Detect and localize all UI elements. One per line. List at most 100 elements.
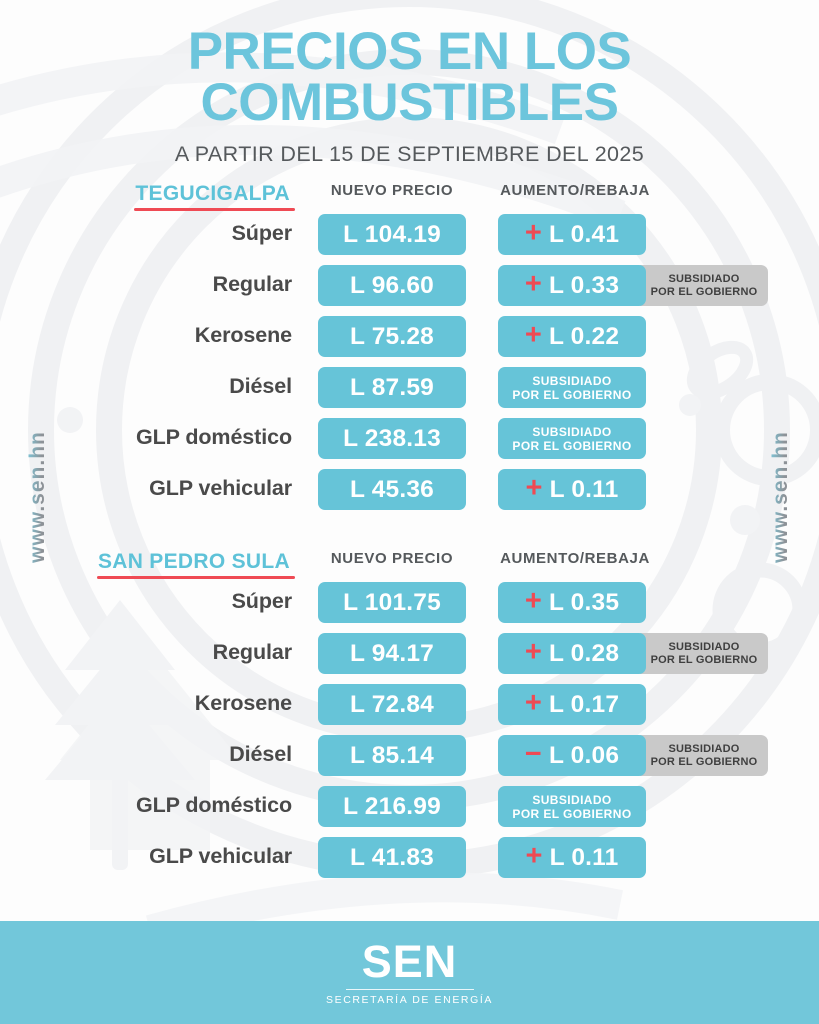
delta-pill: + L 0.28 [498, 633, 646, 674]
logo-tagline: SECRETARÍA DE ENERGÍA [325, 994, 494, 1007]
delta-pill: − L 0.06 [498, 735, 646, 776]
delta-pill: SUBSIDIADO POR EL GOBIERNO [498, 418, 646, 459]
price-pill: L 96.60 [318, 265, 466, 306]
column-header-delta: AUMENTO/REBAJA [500, 182, 650, 199]
price-pill: L 216.99 [318, 786, 466, 827]
delta-value: L 0.33 [548, 271, 620, 299]
city-underline [134, 208, 295, 211]
fuel-label: Súper [231, 221, 293, 245]
delta-pill: + L 0.11 [498, 469, 646, 510]
price-pill: L 75.28 [318, 316, 466, 357]
subsidy-badge-line-2: POR EL GOBIERNO [650, 755, 758, 768]
subsidy-text-line-1: SUBSIDIADO [532, 373, 612, 388]
price-pill: L 238.13 [318, 418, 466, 459]
plus-icon: + [524, 687, 542, 719]
page-title: PRECIOS EN LOS COMBUSTIBLES [0, 25, 819, 132]
price-pill: L 94.17 [318, 633, 466, 674]
column-header-delta: AUMENTO/REBAJA [500, 550, 650, 567]
fuel-label: Súper [231, 589, 293, 613]
table-row: GLP doméstico L 238.13 SUBSIDIADO POR EL GO… [0, 416, 819, 467]
fuel-label: Regular [212, 272, 292, 296]
price-pill: L 101.75 [318, 582, 466, 623]
fuel-label: Kerosene [194, 691, 292, 715]
table-row: GLP doméstico L 216.99 SUBSIDIADO POR EL GO… [0, 784, 819, 835]
table-row: GLP vehicular L 45.36 + L 0.11 [0, 467, 819, 518]
subsidy-text-line-1: SUBSIDIADO [532, 424, 612, 439]
fuel-label: Diésel [229, 742, 292, 766]
subsidy-badge-line-1: SUBSIDIADO [668, 640, 740, 653]
footer-bar: SEN SECRETARÍA DE ENERGÍA [0, 921, 819, 1024]
price-pill: L 41.83 [318, 837, 466, 878]
column-header-price: NUEVO PRECIO [330, 550, 454, 567]
delta-pill: SUBSIDIADO POR EL GOBIERNO [498, 367, 646, 408]
plus-icon: + [525, 472, 543, 504]
subsidy-badge-line-2: POR EL GOBIERNO [650, 653, 758, 666]
delta-pill: + L 0.35 [498, 582, 646, 623]
delta-value: L 0.35 [548, 588, 620, 616]
delta-pill: SUBSIDIADO POR EL GOBIERNO [498, 786, 646, 827]
table-row: Diésel L 87.59 SUBSIDIADO POR EL GOBIERNO [0, 365, 819, 416]
side-url-left: www.sen.hn [26, 417, 50, 577]
price-section: TEGUCIGALPA NUEVO PRECIO AUMENTO/REBAJA Súp… [0, 182, 819, 518]
delta-pill: + L 0.17 [498, 684, 646, 725]
delta-pill: + L 0.33 [498, 265, 646, 306]
logo-divider [345, 988, 474, 991]
plus-icon: + [524, 585, 542, 617]
fuel-label: Diésel [229, 374, 292, 398]
price-pill: L 72.84 [318, 684, 466, 725]
minus-icon: − [524, 738, 542, 770]
fuel-label: GLP doméstico [135, 793, 292, 817]
subsidy-badge-line-2: POR EL GOBIERNO [650, 285, 758, 298]
delta-value: L 0.41 [548, 220, 620, 248]
subsidy-badge: SUBSIDIADO POR EL GOBIERNO [640, 633, 768, 674]
plus-icon: + [524, 319, 542, 351]
delta-value: L 0.06 [548, 741, 620, 769]
fuel-label: GLP vehicular [149, 844, 292, 868]
subsidy-badge-line-1: SUBSIDIADO [668, 742, 740, 755]
delta-value: L 0.11 [549, 475, 619, 503]
fuel-label: Kerosene [194, 323, 292, 347]
subsidy-badge: SUBSIDIADO POR EL GOBIERNO [640, 265, 768, 306]
table-row: Kerosene L 72.84 + L 0.17 [0, 682, 819, 733]
subsidy-text-line-2: POR EL GOBIERNO [512, 438, 632, 453]
delta-value: L 0.17 [548, 690, 620, 718]
table-row: Regular L 94.17 SUBSIDIADO POR EL GOBIERNO +… [0, 631, 819, 682]
delta-pill: + L 0.22 [498, 316, 646, 357]
city-title: TEGUCIGALPA [135, 182, 290, 205]
table-row: Kerosene L 75.28 + L 0.22 [0, 314, 819, 365]
price-pill: L 85.14 [318, 735, 466, 776]
side-url-right: www.sen.hn [769, 417, 793, 577]
table-row: GLP vehicular L 41.83 + L 0.11 [0, 835, 819, 886]
subsidy-badge: SUBSIDIADO POR EL GOBIERNO [640, 735, 768, 776]
header: PRECIOS EN LOS COMBUSTIBLES A PARTIR DEL… [0, 0, 819, 167]
price-section: SAN PEDRO SULA NUEVO PRECIO AUMENTO/REBAJA… [0, 550, 819, 886]
title-line-2: COMBUSTIBLES [200, 72, 620, 132]
plus-icon: + [524, 636, 542, 668]
sen-logo: SEN [361, 935, 458, 987]
price-pill: L 104.19 [318, 214, 466, 255]
subsidy-badge-line-1: SUBSIDIADO [668, 272, 740, 285]
section-header: SAN PEDRO SULA NUEVO PRECIO AUMENTO/REBAJA [0, 550, 819, 580]
plus-icon: + [525, 840, 543, 872]
price-pill: L 45.36 [318, 469, 466, 510]
plus-icon: + [524, 268, 542, 300]
table-row: Súper L 104.19 + L 0.41 [0, 212, 819, 263]
delta-value: L 0.28 [548, 639, 620, 667]
delta-pill: + L 0.41 [498, 214, 646, 255]
subsidy-text-line-1: SUBSIDIADO [532, 792, 612, 807]
column-header-price: NUEVO PRECIO [330, 182, 454, 199]
subsidy-text-line-2: POR EL GOBIERNO [512, 806, 632, 821]
delta-pill: + L 0.11 [498, 837, 646, 878]
plus-icon: + [524, 217, 542, 249]
subsidy-text-line-2: POR EL GOBIERNO [512, 387, 632, 402]
section-header: TEGUCIGALPA NUEVO PRECIO AUMENTO/REBAJA [0, 182, 819, 212]
delta-value: L 0.11 [549, 843, 619, 871]
fuel-label: Regular [212, 640, 292, 664]
table-row: Regular L 96.60 SUBSIDIADO POR EL GOBIERNO +… [0, 263, 819, 314]
delta-value: L 0.22 [548, 322, 620, 350]
table-row: Diésel L 85.14 SUBSIDIADO POR EL GOBIERNO − L… [0, 733, 819, 784]
table-row: Súper L 101.75 + L 0.35 [0, 580, 819, 631]
page-subtitle: A PARTIR DEL 15 DE SEPTIEMBRE DEL 2025 [174, 141, 645, 166]
price-pill: L 87.59 [318, 367, 466, 408]
